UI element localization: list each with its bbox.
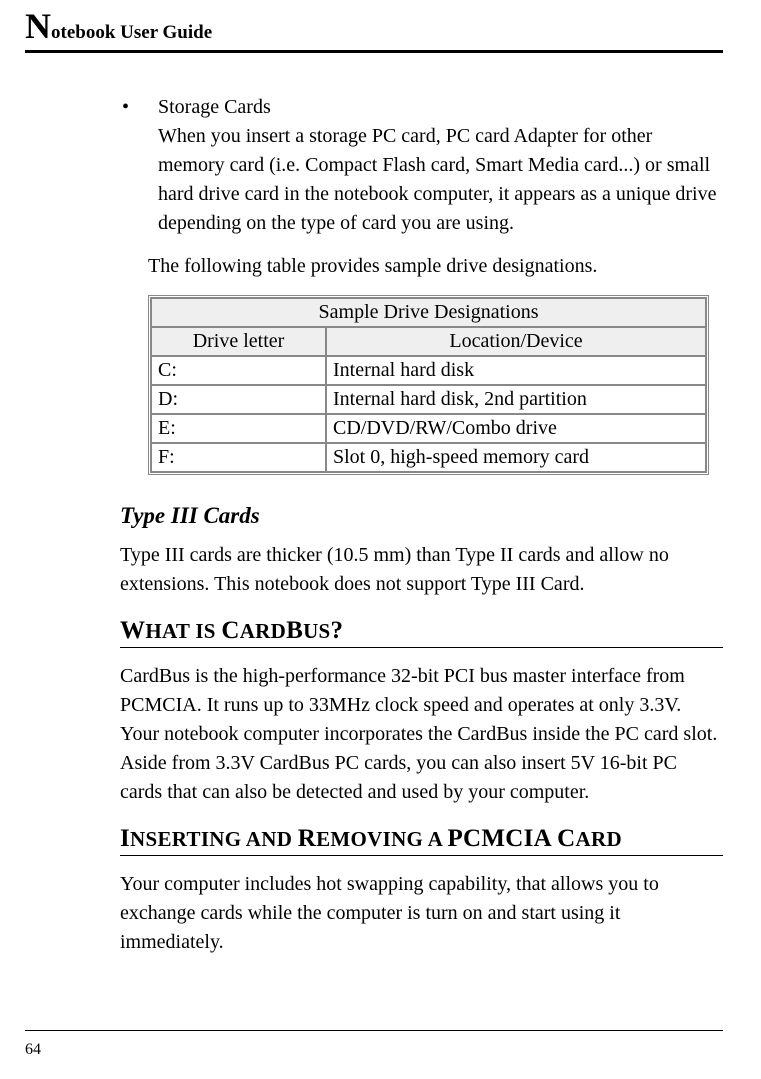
cell-drive-letter: C: <box>151 356 326 385</box>
heading-type3: Type III Cards <box>120 503 723 529</box>
running-header: Notebook User Guide <box>25 10 723 53</box>
cell-drive-letter: D: <box>151 385 326 414</box>
cell-drive-letter: F: <box>151 443 326 472</box>
cell-location: Internal hard disk <box>326 356 706 385</box>
cell-drive-letter: E: <box>151 414 326 443</box>
paragraph-type3: Type III cards are thicker (10.5 mm) tha… <box>120 541 723 599</box>
heading-inserting: INSERTING AND REMOVING A PCMCIA CARD <box>120 825 723 856</box>
table-caption: Sample Drive Designations <box>151 298 706 327</box>
bullet-item: • Storage Cards When you insert a storag… <box>120 93 723 238</box>
cell-location: CD/DVD/RW/Combo drive <box>326 414 706 443</box>
bullet-title: Storage Cards <box>158 96 271 118</box>
paragraph-inserting: Your computer includes hot swapping capa… <box>120 870 723 957</box>
table-row: E: CD/DVD/RW/Combo drive <box>151 414 706 443</box>
cell-location: Internal hard disk, 2nd partition <box>326 385 706 414</box>
drive-designations-table: Sample Drive Designations Drive letter L… <box>148 295 709 475</box>
page-content: • Storage Cards When you insert a storag… <box>25 93 723 957</box>
footer-rule <box>25 1030 723 1031</box>
table-row: C: Internal hard disk <box>151 356 706 385</box>
table-col-header-location: Location/Device <box>326 327 706 356</box>
header-dropcap: N <box>25 6 51 46</box>
bullet-body: Storage Cards When you insert a storage … <box>158 93 723 238</box>
page-number: 64 <box>25 1041 41 1059</box>
bullet-description: When you insert a storage PC card, PC ca… <box>158 125 716 234</box>
table-col-header-letter: Drive letter <box>151 327 326 356</box>
cell-location: Slot 0, high-speed memory card <box>326 443 706 472</box>
table-row: F: Slot 0, high-speed memory card <box>151 443 706 472</box>
table-row: D: Internal hard disk, 2nd partition <box>151 385 706 414</box>
table-intro-paragraph: The following table provides sample driv… <box>120 252 723 281</box>
bullet-marker: • <box>120 93 158 238</box>
heading-cardbus: WHAT IS CARDBUS? <box>120 617 723 648</box>
paragraph-cardbus: CardBus is the high-performance 32-bit P… <box>120 662 723 807</box>
header-text: otebook User Guide <box>51 22 212 43</box>
